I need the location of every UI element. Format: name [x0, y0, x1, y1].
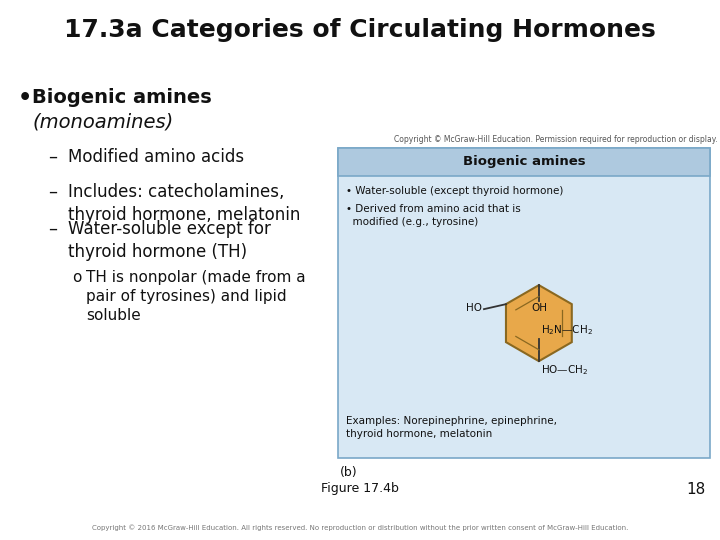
Text: 18: 18	[687, 482, 706, 497]
Text: –: –	[48, 220, 57, 238]
Text: 17.3a Categories of Circulating Hormones: 17.3a Categories of Circulating Hormones	[64, 18, 656, 42]
Text: •: •	[18, 88, 32, 108]
Text: TH is nonpolar (made from a
pair of tyrosines) and lipid
soluble: TH is nonpolar (made from a pair of tyro…	[86, 270, 305, 323]
Text: • Derived from amino acid that is
  modified (e.g., tyrosine): • Derived from amino acid that is modifi…	[346, 204, 521, 227]
Text: OH: OH	[531, 303, 547, 313]
Text: –: –	[48, 183, 57, 201]
Text: Examples: Norepinephrine, epinephrine,
thyroid hormone, melatonin: Examples: Norepinephrine, epinephrine, t…	[346, 416, 557, 439]
Bar	[338, 148, 710, 176]
Text: HO—CH$_2$: HO—CH$_2$	[541, 363, 588, 377]
Text: Modified amino acids: Modified amino acids	[68, 148, 244, 166]
Text: Figure 17.4b: Figure 17.4b	[321, 482, 399, 495]
Text: Includes: catecholamines,
thyroid hormone, melatonin: Includes: catecholamines, thyroid hormon…	[68, 183, 300, 224]
Text: Biogenic amines: Biogenic amines	[32, 88, 212, 107]
Text: Copyright © McGraw-Hill Education. Permission required for reproduction or displ: Copyright © McGraw-Hill Education. Permi…	[395, 135, 718, 144]
Text: HO: HO	[466, 303, 482, 313]
Text: Biogenic amines: Biogenic amines	[463, 156, 585, 168]
Bar	[338, 148, 710, 458]
Text: H$_2$N—CH$_2$: H$_2$N—CH$_2$	[541, 323, 593, 337]
Text: Water-soluble except for
thyroid hormone (TH): Water-soluble except for thyroid hormone…	[68, 220, 271, 261]
Text: –: –	[48, 148, 57, 166]
Text: (b): (b)	[340, 466, 358, 479]
Text: (monoamines): (monoamines)	[32, 112, 174, 131]
Text: o: o	[72, 270, 81, 285]
Text: • Water-soluble (except thyroid hormone): • Water-soluble (except thyroid hormone)	[346, 186, 563, 196]
Polygon shape	[506, 285, 572, 361]
Text: Copyright © 2016 McGraw-Hill Education. All rights reserved. No reproduction or : Copyright © 2016 McGraw-Hill Education. …	[92, 524, 628, 531]
